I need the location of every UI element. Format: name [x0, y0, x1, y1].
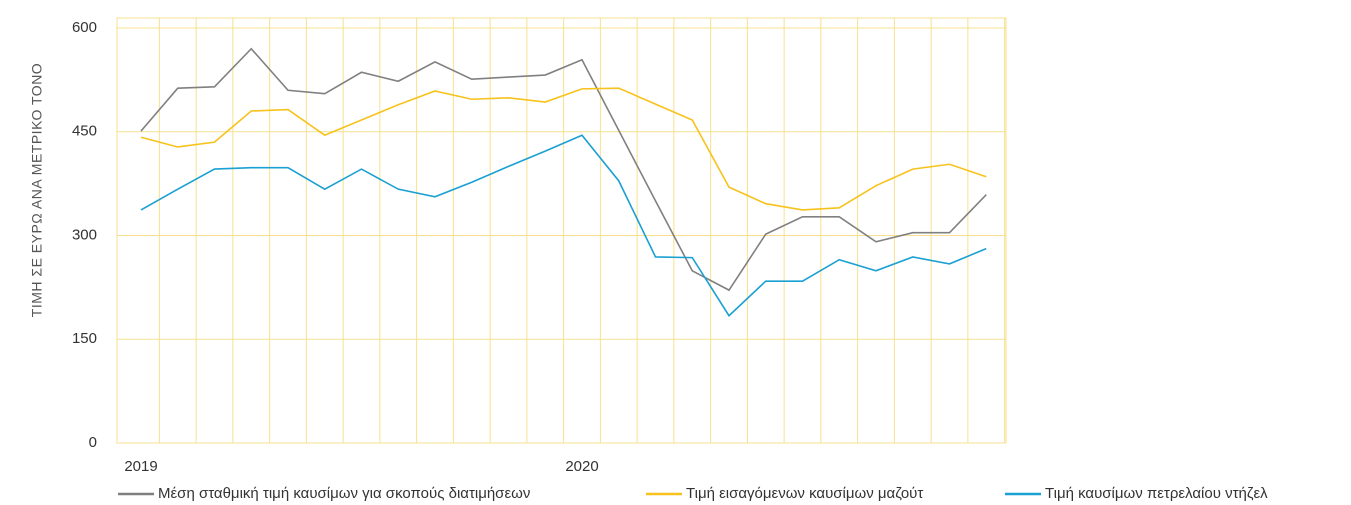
plot-area [116, 17, 1007, 444]
y-tick-label: 450 [72, 123, 97, 140]
y-axis-label: ΤΙΜΗ ΣΕ ΕΥΡΩ ΑΝΑ ΜΕΤΡΙΚΟ ΤΟΝΟ [29, 63, 45, 317]
x-tick-label: 2020 [565, 458, 598, 475]
legend-label: Τιμή εισαγόμενων καυσίμων μαζούτ [686, 485, 923, 502]
y-tick-label: 0 [89, 434, 97, 451]
legend-label: Τιμή καυσίμων πετρελαίου ντήζελ [1045, 485, 1268, 502]
y-tick-label: 300 [72, 226, 97, 243]
y-tick-label: 150 [72, 330, 97, 347]
series-line [140, 87, 987, 211]
series-line [140, 134, 987, 317]
legend-label: Μέση σταθμική τιμή καυσίμων για σκοπούς … [158, 485, 530, 502]
x-tick-label: 2019 [124, 458, 157, 475]
y-tick-label: 600 [72, 19, 97, 36]
series-line [140, 47, 987, 292]
